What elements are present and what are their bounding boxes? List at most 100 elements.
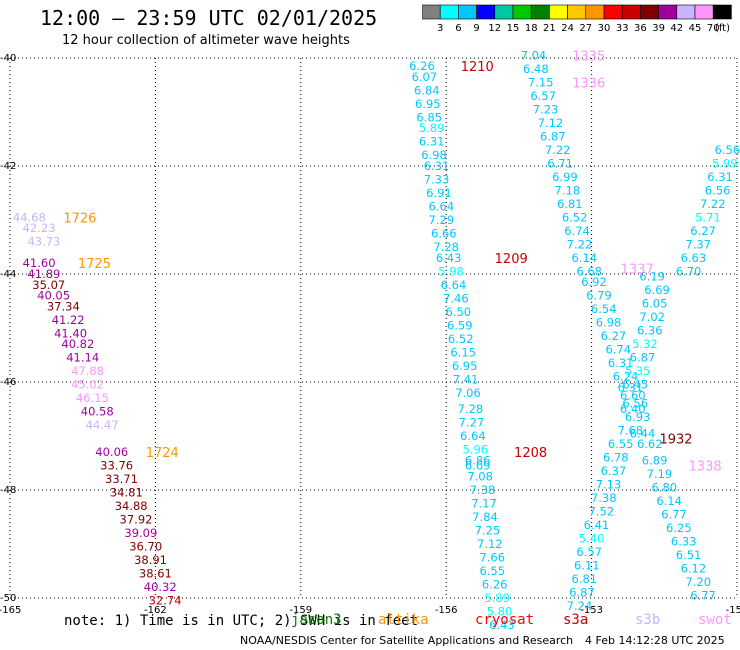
colorbar-tick-label: 27	[579, 23, 592, 34]
satellite-legend-swot: swot	[698, 612, 732, 628]
wave-height-value: 7.38	[591, 491, 617, 505]
pass-time-label: 1932	[659, 433, 692, 448]
wave-height-value: 6.56	[715, 143, 740, 157]
wave-height-value: 7.46	[443, 291, 469, 305]
wave-height-value: 6.19	[639, 270, 665, 284]
wave-height-value: 6.27	[601, 329, 627, 343]
wave-height-value: 6.85	[416, 110, 442, 124]
wave-height-value: 46.15	[76, 391, 109, 405]
wave-height-value: 41.14	[66, 351, 99, 365]
wave-height-value: 42.23	[23, 221, 56, 235]
wave-height-value: 7.22	[700, 197, 726, 211]
pass-time-label: 1724	[146, 446, 179, 461]
satellite-legend-s3a: s3a	[563, 612, 589, 628]
wave-height-value: 6.50	[446, 305, 472, 319]
wave-height-value: 7.08	[467, 470, 493, 484]
wave-height-value: 32.74	[149, 594, 182, 608]
wave-height-value: 7.19	[647, 467, 673, 481]
colorbar-tick-label: 24	[561, 23, 574, 34]
colorbar-tick-label: 12	[488, 23, 501, 34]
wave-height-value: 7.52	[588, 505, 614, 519]
wave-height-value: 7.20	[685, 575, 711, 589]
wave-height-value: 7.38	[470, 483, 496, 497]
wave-height-value: 7.13	[596, 478, 622, 492]
colorbar-tick-label: 21	[543, 23, 556, 34]
colorbar-tick-label: 30	[598, 23, 611, 34]
wave-height-value: 6.51	[676, 548, 702, 562]
x-tick-label: -162	[144, 605, 167, 616]
wave-height-value: 44.47	[86, 418, 119, 432]
wave-height-value: 40.32	[144, 580, 177, 594]
wave-height-value: 6.11	[574, 559, 600, 573]
x-tick-label: -153	[580, 605, 603, 616]
wave-height-value: 45.02	[71, 378, 104, 392]
wave-height-value: 6.52	[448, 332, 474, 346]
wave-height-value: 6.98	[421, 148, 447, 162]
satellite-legend-altika: altika	[378, 612, 429, 628]
wave-height-value: 41.22	[52, 313, 85, 327]
colorbar-tick-label: 6	[455, 23, 461, 34]
y-tick-label: -48	[0, 485, 16, 496]
wave-height-value: 6.84	[414, 83, 440, 97]
satellite-legend-jason3: jason3	[291, 612, 342, 628]
wave-height-value: 6.12	[681, 561, 707, 575]
wave-height-value: 7.02	[639, 310, 665, 324]
wave-height-value: 7.66	[479, 551, 505, 565]
wave-height-value: 38.61	[139, 567, 172, 581]
wave-height-value: 6.91	[426, 186, 452, 200]
colorbar-legend: 3 6 9 12 15 18 21 24 27 30 33 36 39 42 45 70(ft)	[422, 4, 732, 34]
satellite-legend-s3b: s3b	[635, 612, 661, 628]
wave-height-value: 6.68	[576, 264, 602, 278]
wave-height-value: 7.33	[424, 173, 450, 187]
y-tick-label: -42	[0, 161, 16, 172]
wave-height-value: 6.95	[415, 97, 441, 111]
colorbar-tick-label: 36	[634, 23, 647, 34]
y-tick-label: -46	[0, 377, 16, 388]
x-tick-label: -165	[0, 605, 21, 616]
wave-height-value: 34.81	[110, 486, 143, 500]
colorbar-tick-label: 18	[525, 23, 538, 34]
generation-timestamp: 4 Feb 14:12:28 UTC 2025	[585, 634, 725, 647]
pass-time-label: 1725	[78, 257, 111, 272]
credit-line: NOAA/NESDIS Center for Satellite Applica…	[240, 634, 574, 647]
wave-height-value: 41.60	[23, 256, 56, 270]
wave-height-value: 6.64	[429, 200, 455, 214]
wave-height-value: 6.59	[447, 318, 473, 332]
wave-height-value: 7.17	[471, 497, 497, 511]
pass-time-label: 1208	[514, 446, 547, 461]
wave-height-value: 39.09	[124, 526, 157, 540]
wave-height-value: 5.71	[695, 210, 721, 224]
wave-height-value: 6.55	[608, 437, 634, 451]
wave-height-value: 6.05	[642, 297, 668, 311]
wave-height-value: 6.56	[622, 397, 648, 411]
wave-height-value: 6.43	[436, 251, 462, 265]
wave-height-value: 7.22	[545, 143, 571, 157]
wave-height-value: 6.69	[465, 459, 491, 473]
colorbar-tick-label: 42	[670, 23, 683, 34]
wave-height-value: 6.89	[642, 453, 668, 467]
wave-height-value: 6.26	[482, 578, 508, 592]
wave-height-value: 37.34	[47, 299, 80, 313]
colorbar-tick-label: 3	[437, 23, 443, 34]
wave-height-value: 6.07	[412, 70, 438, 84]
wave-height-value: 6.57	[530, 89, 556, 103]
wave-height-value: 40.05	[37, 289, 70, 303]
colorbar-tick-label: 33	[616, 23, 629, 34]
wave-height-value: 38.91	[134, 553, 167, 567]
wave-height-value: 5.40	[579, 532, 605, 546]
pass-time-label: 1210	[461, 60, 494, 75]
x-tick-label: -156	[435, 605, 458, 616]
wave-height-value: 6.64	[460, 429, 486, 443]
wave-height-value: 47.88	[71, 364, 104, 378]
wave-height-value: 6.64	[441, 278, 467, 292]
x-tick-label: -150	[726, 605, 740, 616]
y-tick-label: -44	[0, 269, 16, 280]
wave-height-value: 6.87	[540, 129, 566, 143]
wave-height-value: 7.04	[521, 48, 547, 62]
wave-height-value: 7.25	[475, 524, 501, 538]
wave-height-value: 6.77	[661, 507, 687, 521]
wave-height-value: 6.69	[644, 283, 670, 297]
wave-height-value: 5.35	[625, 364, 651, 378]
wave-height-value: 6.87	[569, 586, 595, 600]
